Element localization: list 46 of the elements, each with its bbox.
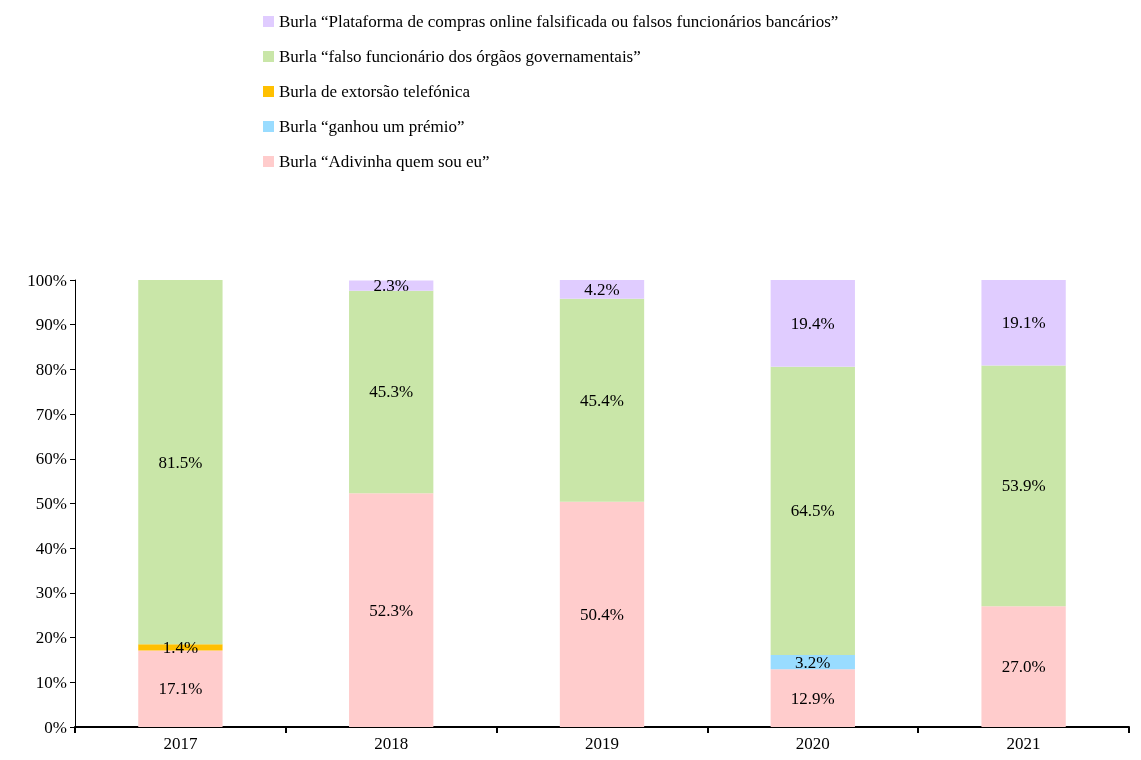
- data-label: 64.5%: [790, 501, 835, 521]
- y-tick-label: 40%: [35, 538, 67, 558]
- x-tick-label: 2019: [585, 734, 619, 753]
- data-label: 27.0%: [1001, 657, 1046, 677]
- data-label: 19.4%: [790, 313, 835, 333]
- y-tick-label: 60%: [35, 449, 67, 469]
- data-label: 4.2%: [584, 279, 620, 299]
- data-label: 45.4%: [580, 390, 624, 410]
- legend-label: Burla “falso funcionário dos órgãos governamentais”: [279, 47, 641, 66]
- y-tick-label: 90%: [35, 315, 67, 335]
- y-tick-label: 50%: [35, 494, 67, 513]
- legend-label: Burla “Plataforma de compras online falsificada ou falsos funcionários bancários”: [279, 12, 839, 31]
- y-tick-label: 30%: [35, 583, 67, 603]
- y-tick-label: 100%: [27, 270, 67, 290]
- y-tick-label: 0%: [44, 717, 67, 737]
- bar: [349, 290, 434, 494]
- y-tick-label: 20%: [35, 628, 67, 648]
- x-tick-label: 2021: [1006, 734, 1041, 753]
- data-label: 52.3%: [369, 600, 414, 620]
- x-tick-label: 2017: [163, 734, 198, 753]
- y-tick-label: 70%: [35, 404, 67, 424]
- bar: [981, 280, 1066, 366]
- x-tick-label: 2018: [374, 734, 409, 753]
- data-label: 19.1%: [1001, 313, 1046, 333]
- bar: [559, 501, 645, 727]
- data-label: 53.9%: [1001, 476, 1046, 496]
- bar: [559, 298, 645, 502]
- bar: [770, 366, 855, 656]
- data-label: 50.4%: [580, 604, 624, 624]
- legend-label: Burla “Adivinha quem sou eu”: [279, 152, 490, 171]
- data-label: 12.9%: [790, 688, 835, 708]
- data-label: 81.5%: [158, 452, 203, 472]
- bar: [349, 493, 434, 727]
- data-label: 2.3%: [373, 276, 409, 296]
- y-tick-label: 10%: [35, 672, 67, 692]
- bar: [981, 606, 1066, 727]
- bar: [770, 280, 855, 367]
- x-tick-label: 2020: [795, 734, 830, 753]
- y-tick-label: 80%: [35, 359, 67, 379]
- data-label: 45.3%: [369, 382, 414, 402]
- legend-label: Burla “ganhou um prémio”: [279, 117, 465, 136]
- bar: [770, 669, 855, 727]
- legend-label: Burla de extorsão telefónica: [279, 82, 471, 101]
- data-label: 17.1%: [158, 679, 203, 699]
- data-label: 3.2%: [795, 652, 831, 672]
- bar: [981, 365, 1066, 607]
